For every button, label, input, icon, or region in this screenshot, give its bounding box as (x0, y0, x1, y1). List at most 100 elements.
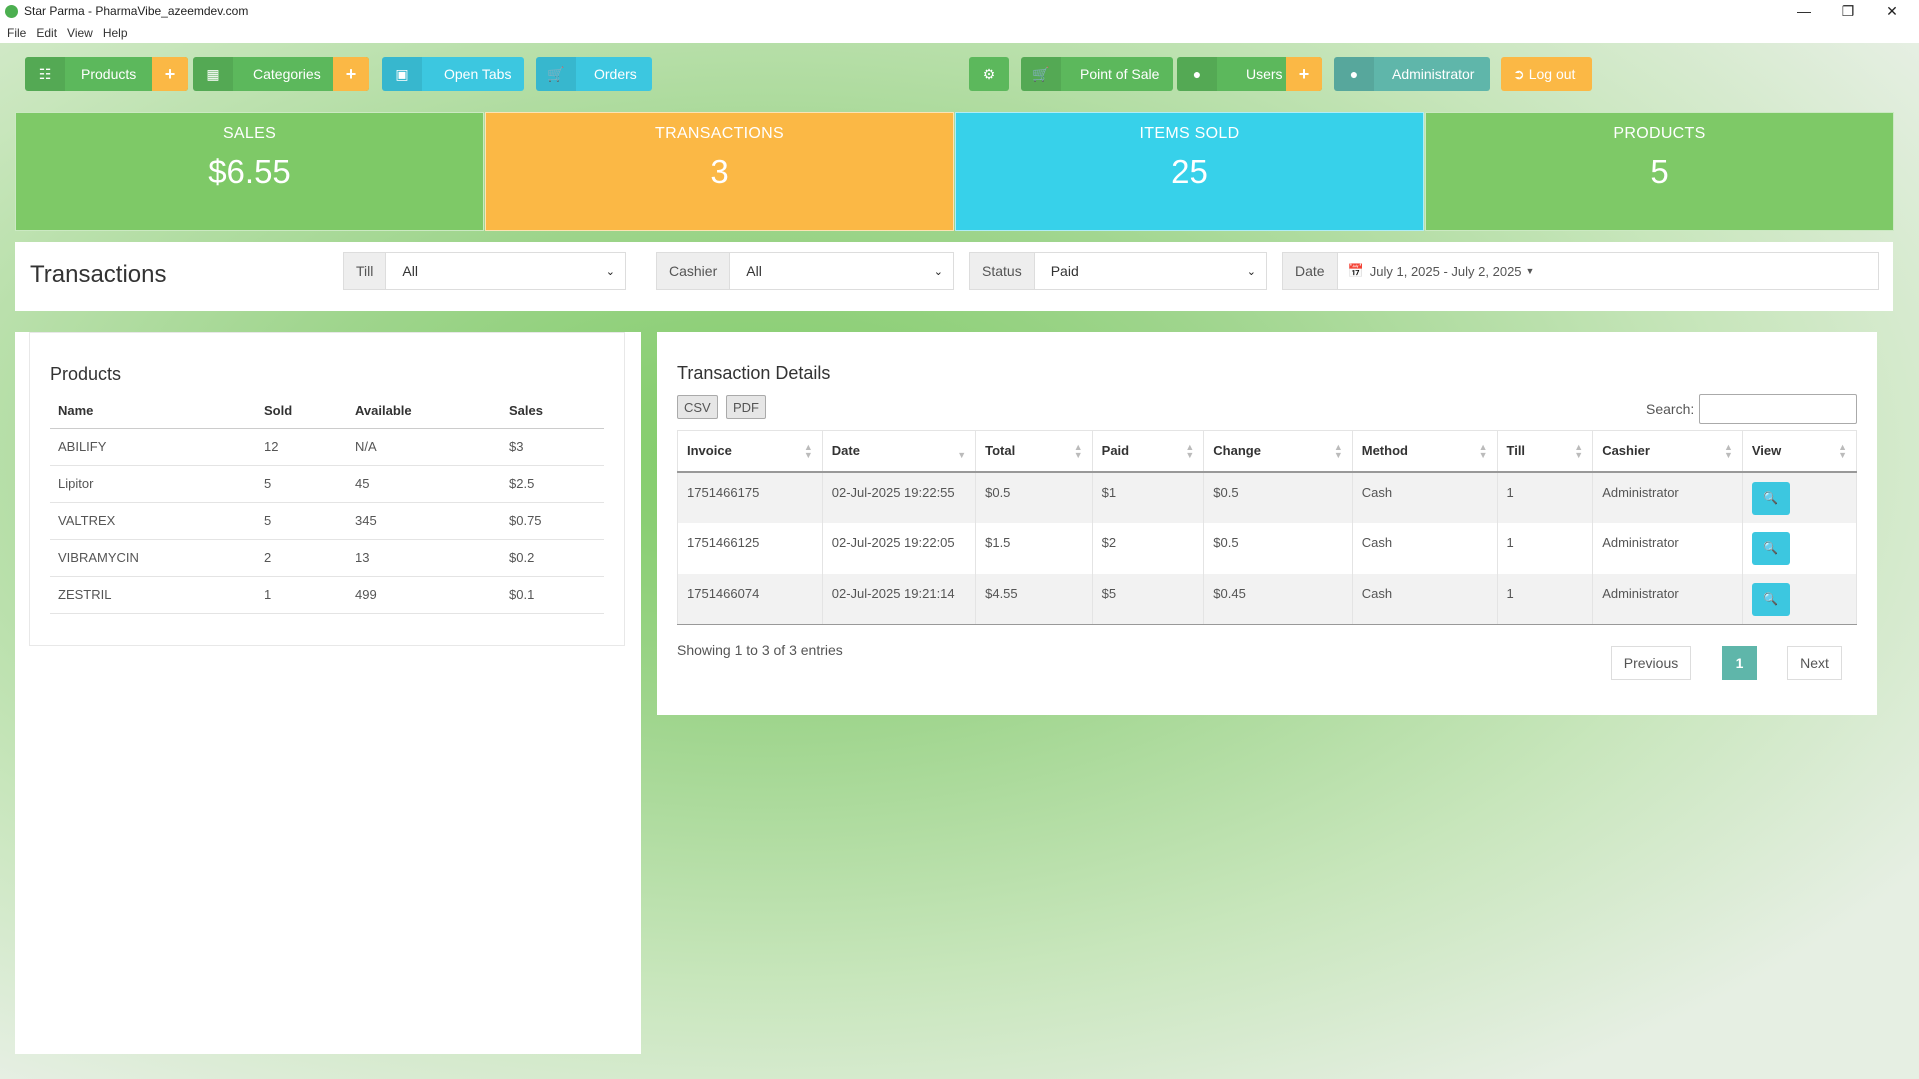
column-header-label: Cashier (1602, 443, 1650, 459)
menu-view[interactable]: View (67, 25, 93, 40)
pdf-export-button[interactable]: PDF (726, 395, 766, 419)
add-category-plus-icon[interactable]: + (333, 57, 369, 91)
transactions-tile: TRANSACTIONS 3 (485, 112, 954, 231)
cashier-select[interactable]: All ⌄ (730, 253, 953, 289)
logout-button[interactable]: ➲ Log out (1501, 57, 1592, 91)
sort-icon: ▲ ▼ (1185, 442, 1195, 460)
status-value: Paid (1050, 263, 1079, 279)
table-row: VALTREX 5 345 $0.75 (50, 502, 604, 540)
caret-down-icon: ▼ (1525, 266, 1535, 276)
transactions-value: 3 (710, 153, 729, 190)
menu-edit[interactable]: Edit (36, 25, 58, 40)
zoom-in-icon: 🔍 (1763, 592, 1779, 606)
col-available: Available (347, 393, 501, 429)
grid-icon: ▦ (193, 57, 233, 91)
filter-bar: Transactions Till All ⌄ Cashier All ⌄ Stat… (15, 242, 1893, 311)
table-cell: $2.5 (501, 465, 604, 503)
table-row: 1751466074 02-Jul-2025 19:21:14 $4.55 $5 $0.… (677, 573, 1858, 625)
column-header[interactable]: Method ▲ ▼ (1351, 430, 1498, 473)
date-label: Date (1283, 253, 1338, 289)
sales-value: $6.55 (208, 153, 291, 190)
point-of-sale-button[interactable]: 🛒 Point of Sale (1021, 57, 1173, 91)
add-user-plus-icon[interactable]: + (1286, 57, 1322, 91)
column-header[interactable]: Paid ▲ ▼ (1091, 430, 1205, 473)
cart-icon: 🛒 (536, 57, 576, 91)
chevron-down-icon: ⌄ (605, 265, 615, 278)
table-cell: $1 (1091, 471, 1205, 523)
till-filter[interactable]: Till All ⌄ (343, 252, 626, 290)
column-header[interactable]: Invoice ▲ ▼ (677, 430, 823, 473)
maximize-button[interactable]: ❐ (1841, 2, 1855, 19)
status-filter[interactable]: Status Paid ⌄ (969, 252, 1267, 290)
column-header[interactable]: Till ▲ ▼ (1496, 430, 1594, 473)
table-cell: $0.5 (1203, 471, 1353, 523)
column-header-label: Method (1361, 443, 1408, 459)
close-button[interactable]: ✕ (1886, 2, 1898, 19)
csv-export-button[interactable]: CSV (677, 395, 718, 419)
col-sold: Sold (256, 393, 347, 429)
add-product-plus-icon[interactable]: + (152, 57, 188, 91)
table-cell: $0.75 (501, 502, 604, 540)
table-row: 1751466175 02-Jul-2025 19:22:55 $0.5 $1 $0.5… (677, 471, 1858, 523)
chevron-down-icon: ⌄ (933, 265, 943, 278)
table-cell: $3 (501, 428, 604, 466)
date-filter[interactable]: Date 📅 July 1, 2025 - July 2, 2025 ▼ (1282, 252, 1879, 290)
page-title: Transactions (30, 261, 167, 288)
column-header-label: View (1751, 443, 1782, 459)
column-header-label: Total (985, 443, 1016, 459)
column-header[interactable]: Change ▲ ▼ (1203, 430, 1353, 473)
column-header[interactable]: Total ▲ ▼ (975, 430, 1093, 473)
view-transaction-button[interactable]: 🔍 (1751, 582, 1790, 616)
table-cell: $0.45 (1203, 573, 1353, 625)
basket-icon: ▣ (382, 57, 422, 91)
categories-button[interactable]: ▦ Categories + (193, 57, 369, 91)
transaction-details-panel: Transaction Details CSV PDF Search: Invo… (657, 332, 1877, 715)
status-select[interactable]: Paid ⌄ (1034, 253, 1266, 289)
gear-icon: ⚙ (982, 65, 996, 82)
previous-page-button[interactable]: Previous (1611, 646, 1691, 680)
table-cell: $0.5 (975, 471, 1093, 523)
minimize-button[interactable]: — (1797, 3, 1811, 19)
products-count-value: 5 (1650, 153, 1669, 190)
menu-help[interactable]: Help (102, 25, 128, 40)
products-button[interactable]: ☷ Products + (25, 57, 188, 91)
search-input[interactable] (1699, 394, 1857, 424)
zoom-in-icon: 🔍 (1763, 491, 1779, 505)
till-value: All (402, 263, 418, 279)
table-cell: 12 (256, 428, 347, 466)
column-header[interactable]: View ▲ ▼ (1741, 430, 1858, 473)
point-of-sale-label: Point of Sale (1080, 66, 1160, 82)
window-titlebar: Star Parma - PharmaVibe_azeemdev.com (0, 0, 1919, 22)
user-icon: ● (1177, 57, 1217, 91)
column-header-label: Change (1213, 443, 1261, 459)
table-cell: Cash (1351, 573, 1498, 625)
view-transaction-button[interactable]: 🔍 (1751, 531, 1790, 565)
table-cell: 1 (256, 576, 347, 614)
cashier-filter[interactable]: Cashier All ⌄ (656, 252, 954, 290)
till-select[interactable]: All ⌄ (386, 253, 625, 289)
table-cell: Cash (1351, 522, 1498, 574)
cashier-label: Cashier (657, 253, 731, 289)
page-1-button[interactable]: 1 (1722, 646, 1757, 680)
view-transaction-button[interactable]: 🔍 (1751, 481, 1790, 515)
next-page-button[interactable]: Next (1787, 646, 1842, 680)
col-name: Name (50, 393, 256, 429)
orders-button[interactable]: 🛒 Orders (536, 57, 652, 91)
sort-icon: ▲ ▼ (803, 442, 813, 460)
menu-file[interactable]: File (7, 25, 27, 40)
date-range-picker[interactable]: 📅 July 1, 2025 - July 2, 2025 ▼ (1337, 253, 1878, 289)
till-label: Till (344, 253, 387, 289)
users-button[interactable]: ● Users + (1177, 57, 1322, 91)
column-header[interactable]: Cashier ▲ ▼ (1592, 430, 1743, 473)
administrator-button[interactable]: ● Administrator (1334, 57, 1490, 91)
products-panel-title: Products (50, 364, 122, 384)
column-header[interactable]: Date ▼ (821, 430, 977, 473)
settings-button[interactable]: ⚙ (969, 57, 1009, 91)
sales-label: SALES (222, 125, 277, 142)
table-cell: 345 (347, 502, 501, 540)
sort-icon: ▲ ▼ (1478, 442, 1488, 460)
table-cell: $0.1 (501, 576, 604, 614)
open-tabs-button[interactable]: ▣ Open Tabs (382, 57, 524, 91)
table-cell: 13 (347, 539, 501, 577)
table-cell: VALTREX (50, 502, 256, 540)
